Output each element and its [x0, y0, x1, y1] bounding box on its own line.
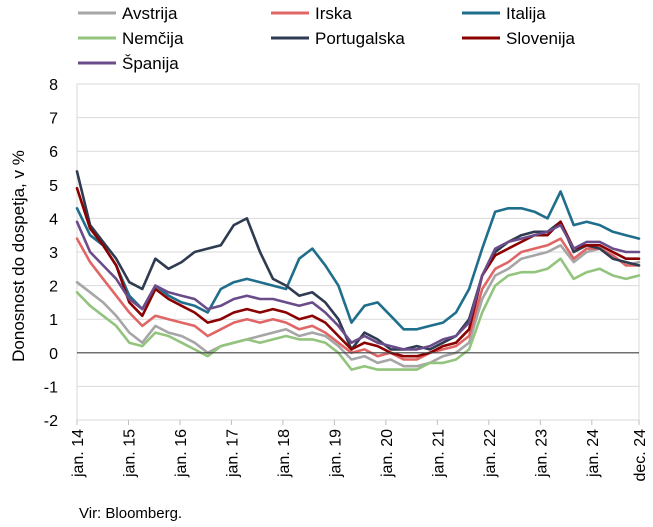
legend-label: Slovenija	[506, 29, 576, 48]
y-tick-label: 5	[49, 178, 58, 195]
legend: Avstrija Irska Italija Nemčija Portugalska Sl…	[78, 4, 576, 73]
x-tick-label: jan. 23	[533, 429, 550, 478]
x-tick-label: jan. 14	[70, 429, 87, 478]
series-line-3	[75, 190, 641, 331]
y-tick-label: -1	[44, 379, 58, 396]
y-tick-label: 2	[49, 279, 58, 296]
y-tick-label: 8	[49, 77, 58, 94]
y-tick-label: 4	[49, 211, 58, 228]
series-line-6	[75, 186, 641, 358]
x-tick-label: dec. 24	[632, 429, 649, 482]
y-axis-title: Donosnost do dospetja, v %	[9, 150, 28, 362]
series-line-4	[75, 257, 641, 371]
y-tick-label: 7	[49, 111, 58, 128]
legend-label: Italija	[506, 4, 546, 23]
y-tick-label: 3	[49, 245, 58, 262]
y-axis-tick-labels: 8 7 6 5 4 3 2 1 0 -1 -2	[44, 77, 58, 430]
x-tick-label: jan. 16	[173, 429, 190, 478]
x-tick-label: jan. 21	[430, 429, 447, 478]
series-lines	[75, 170, 641, 371]
series-line-7	[75, 220, 641, 351]
y-tick-label: 6	[49, 144, 58, 161]
legend-label: Portugalska	[315, 29, 405, 48]
legend-label: Avstrija	[122, 4, 178, 23]
y-tick-label: 0	[49, 346, 58, 363]
legend-label: Irska	[315, 4, 352, 23]
series-line-5	[75, 170, 641, 351]
x-tick-label: jan. 19	[327, 429, 344, 478]
x-tick-label: jan. 22	[482, 429, 499, 478]
x-tick-label: jan. 20	[379, 429, 396, 478]
x-tick-label: jan. 15	[121, 429, 138, 478]
x-tick-label: jan. 17	[224, 429, 241, 478]
legend-label: Nemčija	[122, 29, 184, 48]
series-line-2	[75, 237, 641, 361]
x-tick-label: jan. 24	[585, 429, 602, 478]
x-tick-label: jan. 18	[276, 429, 293, 478]
legend-label: Španija	[122, 54, 179, 73]
source-note: Vir: Bloomberg.	[79, 505, 183, 522]
y-tick-label: 1	[49, 312, 58, 329]
x-axis-tick-labels: jan. 14 jan. 15 jan. 16 jan. 17 jan. 18 jan. …	[70, 420, 649, 481]
series-line-1	[75, 244, 641, 368]
y-tick-label: -2	[44, 413, 58, 430]
